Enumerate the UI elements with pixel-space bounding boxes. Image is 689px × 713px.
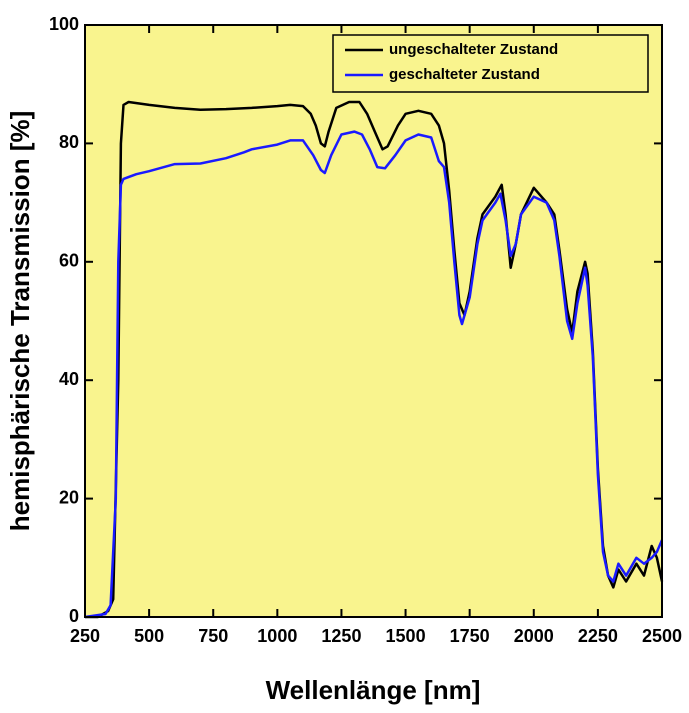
- x-tick-label: 2000: [514, 626, 554, 646]
- series-line: [84, 130, 664, 619]
- y-tick-label: 40: [59, 369, 79, 389]
- x-tick-label: 1750: [450, 626, 490, 646]
- legend-label: ungeschalteter Zustand: [389, 41, 558, 58]
- x-tick-label: 2500: [642, 626, 682, 646]
- plot-background: [85, 25, 662, 617]
- x-axis-label: Wellenlänge [nm]: [266, 675, 481, 705]
- x-tick-label: 1000: [257, 626, 297, 646]
- legend-box: [332, 34, 649, 93]
- plot-frame: [84, 24, 663, 618]
- x-tick-label: 2250: [578, 626, 618, 646]
- legend-label: geschalteter Zustand: [389, 66, 540, 83]
- x-tick-label: 1500: [386, 626, 426, 646]
- x-tick-label: 1250: [321, 626, 361, 646]
- y-tick-label: 20: [59, 487, 79, 507]
- y-tick-label: 60: [59, 251, 79, 271]
- y-tick-label: 0: [69, 606, 79, 626]
- y-tick-label: 80: [59, 132, 79, 152]
- x-tick-label: 500: [134, 626, 164, 646]
- x-tick-label: 250: [70, 626, 100, 646]
- y-axis-label: hemisphärische Transmission [%]: [5, 111, 35, 531]
- y-tick-label: 100: [49, 14, 79, 34]
- x-tick-label: 750: [198, 626, 228, 646]
